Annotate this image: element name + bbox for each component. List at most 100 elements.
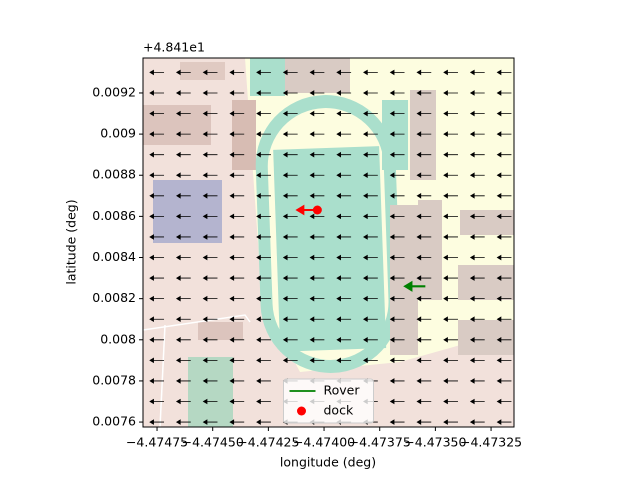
quiver-arrow	[363, 295, 378, 302]
quiver-arrow	[149, 90, 165, 96]
quiver-arrow	[282, 151, 298, 158]
quiver-arrow	[389, 316, 405, 323]
quiver-arrow	[175, 295, 191, 302]
quiver-arrow	[363, 357, 378, 364]
quiver-arrow	[389, 131, 405, 137]
quiver-arrow	[363, 193, 378, 199]
quiver-arrow	[389, 336, 405, 343]
quiver-arrow	[282, 357, 298, 364]
quiver-arrow	[282, 193, 298, 199]
quiver-arrow	[149, 193, 165, 199]
y-tick-label: 0.0084	[92, 249, 136, 264]
quiver-arrow	[469, 234, 485, 240]
quiver-arrow	[363, 90, 378, 96]
quiver-arrow	[229, 90, 245, 96]
quiver-arrow	[469, 131, 485, 137]
quiver-arrow	[149, 131, 165, 137]
quiver-arrow	[416, 90, 432, 96]
quiver-arrow	[309, 90, 325, 96]
quiver-arrow	[149, 213, 165, 220]
legend-label: Rover	[324, 383, 361, 398]
quiver-arrow	[363, 110, 378, 117]
quiver-arrow	[469, 398, 485, 405]
quiver-arrow	[469, 213, 485, 220]
quiver-arrow	[336, 151, 352, 158]
quiver-arrow	[363, 172, 378, 179]
quiver-arrow	[256, 378, 271, 384]
quiver-arrow	[229, 275, 245, 281]
quiver-arrow	[416, 316, 432, 323]
quiver-arrow	[202, 151, 218, 158]
quiver-arrow	[256, 419, 271, 425]
quiver-arrow	[336, 69, 352, 76]
y-offset-text: +4.841e1	[143, 40, 205, 55]
quiver-arrow	[496, 357, 512, 364]
quiver-arrow	[309, 275, 325, 281]
quiver-arrow	[389, 398, 405, 405]
y-tick-label: 0.0086	[92, 208, 136, 223]
quiver-arrow	[175, 151, 191, 158]
quiver-arrow	[229, 419, 245, 425]
quiver-arrow	[256, 213, 271, 220]
quiver-arrow	[363, 131, 378, 137]
quiver-arrow	[309, 151, 325, 158]
quiver-arrow	[469, 295, 485, 302]
quiver-arrow	[175, 213, 191, 220]
y-tick-label: 0.008	[100, 331, 136, 346]
quiver-arrow	[336, 295, 352, 302]
x-tick-label: −4.47350	[404, 435, 466, 450]
quiver-arrow	[229, 172, 245, 179]
quiver-arrow	[282, 69, 298, 76]
quiver-arrow	[202, 419, 218, 425]
quiver-arrow	[469, 336, 485, 343]
quiver-arrow	[175, 172, 191, 179]
quiver-arrow	[363, 336, 378, 343]
quiver-arrow	[149, 419, 165, 425]
quiver-arrow	[175, 336, 191, 343]
quiver-arrow	[256, 69, 271, 76]
quiver-arrow	[363, 151, 378, 158]
quiver-arrow	[149, 316, 165, 323]
quiver-arrow	[149, 151, 165, 158]
quiver-arrow	[149, 110, 165, 117]
quiver-arrow	[256, 275, 271, 281]
quiver-arrow	[416, 295, 432, 302]
quiver-arrow	[496, 336, 512, 343]
quiver-arrow	[496, 398, 512, 405]
quiver-arrow	[469, 110, 485, 117]
quiver-arrow	[443, 254, 458, 261]
quiver-arrow	[229, 316, 245, 323]
quiver-arrow	[443, 172, 458, 179]
x-tick-label: −4.47450	[182, 435, 244, 450]
quiver-arrow	[336, 275, 352, 281]
quiver-arrow	[175, 275, 191, 281]
quiver-arrow	[443, 295, 458, 302]
quiver-arrow	[416, 357, 432, 364]
y-tick-label: 0.0076	[92, 414, 136, 429]
quiver-arrow	[202, 213, 218, 220]
quiver-arrow	[416, 234, 432, 240]
quiver-arrow	[309, 234, 325, 240]
quiver-arrow	[202, 131, 218, 137]
quiver-arrow	[149, 295, 165, 302]
quiver-arrow	[416, 110, 432, 117]
quiver-arrow	[202, 295, 218, 302]
quiver-arrow	[309, 316, 325, 323]
quiver-arrow	[389, 234, 405, 240]
quiver-arrow	[256, 336, 271, 343]
quiver-arrow	[256, 131, 271, 137]
x-axis-label: longitude (deg)	[280, 455, 376, 470]
quiver-arrow	[309, 357, 325, 364]
quiver-arrow	[175, 398, 191, 405]
quiver-arrow	[363, 316, 378, 323]
quiver-arrow	[309, 69, 325, 76]
quiver-arrow	[336, 316, 352, 323]
quiver-arrow	[309, 193, 325, 199]
quiver-arrow	[149, 378, 165, 384]
axes-frame	[142, 57, 515, 428]
quiver-arrow	[443, 398, 458, 405]
quiver-arrow	[256, 316, 271, 323]
quiver-arrow	[256, 90, 271, 96]
quiver-arrow	[229, 151, 245, 158]
quiver-arrow	[416, 193, 432, 199]
